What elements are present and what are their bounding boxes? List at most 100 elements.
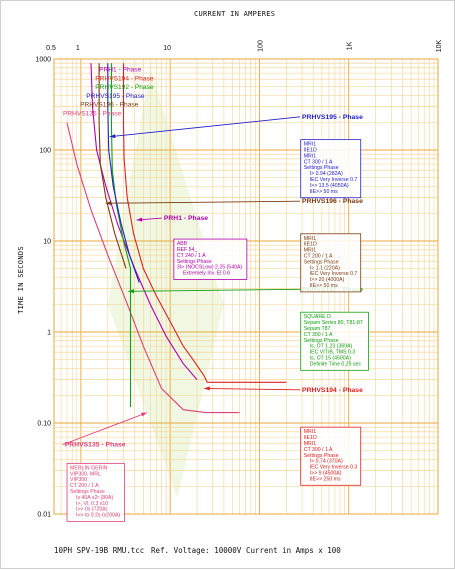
settings-box-line: VIP300, MRL xyxy=(70,471,101,477)
grid-lines xyxy=(53,59,438,515)
callout-arrowhead xyxy=(204,386,210,391)
callout-arrowhead xyxy=(128,289,134,294)
y-tick-label: 0.01 xyxy=(37,512,51,519)
settings-box-line: tIE>> 50 ms xyxy=(310,189,338,195)
settings-box-line: IIE1D xyxy=(304,242,317,248)
settings-box-line: MRI1 xyxy=(304,236,317,242)
series-curve xyxy=(90,63,198,380)
callout-arrow-line xyxy=(128,288,301,292)
settings-box-line: CT 300 / 1 A xyxy=(304,332,333,338)
settings-box-line: Is, OT 1.23 (369A) xyxy=(310,344,353,350)
settings-box-line: MERLIN GERIN xyxy=(70,465,108,471)
callout-label: PRHVS135 - Phase xyxy=(65,442,126,449)
settings-box-line: Extremely Inv. El 0.6 xyxy=(183,271,230,277)
callout-arrowhead xyxy=(105,201,112,206)
settings-box-line: MRI1 xyxy=(304,248,317,254)
settings-box-line: Settings Phase xyxy=(304,259,339,265)
settings-box-line: CT 300 / 1 A xyxy=(304,159,333,165)
settings-box-frame xyxy=(300,233,362,293)
series-curve xyxy=(107,63,140,283)
settings-box-line: CT 200 / 1 A xyxy=(304,253,333,259)
settings-box-line: Settings Phase xyxy=(177,259,212,265)
settings-box-line: tIE>> 50 ms xyxy=(310,283,338,289)
settings-box-line: IEC Very Inverse 0.3 xyxy=(310,465,358,471)
x-tick-label: 0.5 xyxy=(46,45,56,52)
callout-arrow-line xyxy=(204,387,301,391)
series-curve xyxy=(122,63,287,383)
settings-box-line: IIE1D xyxy=(304,435,317,441)
settings-box-line: I>> 13.5 (4050A) xyxy=(310,183,349,189)
settings-box-line: Settings Phase xyxy=(304,338,339,344)
curve-label: PRH1 - Phase xyxy=(99,66,141,73)
settings-box-line: I> 0.74 (370A) xyxy=(310,459,343,465)
callout-arrow-line xyxy=(109,116,301,138)
settings-box-line: IIE1D xyxy=(304,148,317,154)
series-curve xyxy=(98,63,127,269)
settings-box-frame xyxy=(66,462,125,522)
curve-label: PRHVS192 - Phase xyxy=(95,84,154,91)
settings-box-line: REF 54_ xyxy=(177,247,198,253)
settings-box-frame xyxy=(300,426,362,486)
settings-box-line: CT 240 / 1 A xyxy=(177,253,206,259)
y-tick-label: 1 xyxy=(47,330,51,337)
settings-box-line: ABB xyxy=(177,241,188,247)
settings-box-line: VIP300 xyxy=(70,477,87,483)
footer-current-note: Current in Amps x 100 xyxy=(246,546,341,555)
y-tick-label: 100 xyxy=(39,148,51,155)
x-tick-label: 1 xyxy=(76,45,80,52)
settings-box-line: Definite Time 0.25 sec xyxy=(310,361,362,367)
curve-label: PRHVS135 - Phase xyxy=(63,110,122,117)
settings-box-line: I>> to 0.2s (x200A) xyxy=(76,513,120,519)
callout-arrowhead xyxy=(136,217,143,222)
callout-label: PRHVS196 - Phase xyxy=(302,198,363,205)
callout-arrowhead xyxy=(140,412,147,417)
settings-box-line: IEC Very Inverse 0.7 xyxy=(310,177,358,183)
settings-box-line: SQUARE D xyxy=(304,314,331,320)
settings-box-line: MRI1 xyxy=(304,441,317,447)
plot-border xyxy=(53,58,439,515)
settings-box-line: IEC VIT/B, TMS 0.3 xyxy=(310,350,356,356)
series-curve xyxy=(110,63,132,407)
curve-label: PRHVS195 - Phase xyxy=(86,93,145,100)
settings-box-line: IEC Very Inverse 0.7 xyxy=(310,271,358,277)
settings-box-line: Settings Phase xyxy=(304,165,339,171)
settings-box-line: Is, OT 15 (4500A) xyxy=(310,356,351,362)
footer-drawing-name: 10PH SPV-19B RMU.tcc xyxy=(54,546,145,555)
settings-box-frame xyxy=(173,238,248,280)
settings-box-line: I> 1.1 (220A) xyxy=(310,265,340,271)
x-tick-label: 10 xyxy=(163,45,171,52)
y-tick-label: 0.10 xyxy=(37,421,51,428)
curve-label: PRHVS194 - Phase xyxy=(95,76,154,83)
settings-box-line: I>> 0s (720A) xyxy=(76,507,108,513)
settings-box-line: I>> 20 (4000A) xyxy=(310,277,345,283)
settings-box-line: I>, VI, 0.3 x10 xyxy=(76,501,108,507)
x-tick-label: 10K xyxy=(436,39,443,52)
settings-box-line: I> 0.94 (282A) xyxy=(310,171,343,177)
x-tick-label: 100 xyxy=(257,40,264,52)
settings-box-line: I>> 9 (4500A) xyxy=(310,470,342,476)
callout-label: PRHVS195 - Phase xyxy=(302,114,363,121)
settings-box-line: tIE>> 250 ms xyxy=(310,476,341,482)
settings-box-line: Settings Phase xyxy=(304,453,339,459)
settings-box-line: Settings Phase xyxy=(70,489,105,495)
callout-arrow-line xyxy=(105,200,301,204)
y-tick-label: 1000 xyxy=(35,57,51,64)
footer-ref-voltage: Ref. Voltage: 10000V xyxy=(151,546,242,555)
y-tick-label: 10 xyxy=(43,239,51,246)
settings-box-frame xyxy=(300,311,369,371)
settings-box-line: Is 40A x2r (80A) xyxy=(76,495,113,501)
top-axis-title: CURRENT IN AMPERES xyxy=(194,10,276,18)
callout-arrowhead xyxy=(109,134,116,139)
settings-box-line: MRI1 xyxy=(304,142,317,148)
settings-box-line: 3I> (NOCSLow) 2.25 (540A) xyxy=(177,265,243,271)
settings-box-line: MRI1 xyxy=(304,429,317,435)
settings-box-line: MRI1 xyxy=(304,153,317,159)
